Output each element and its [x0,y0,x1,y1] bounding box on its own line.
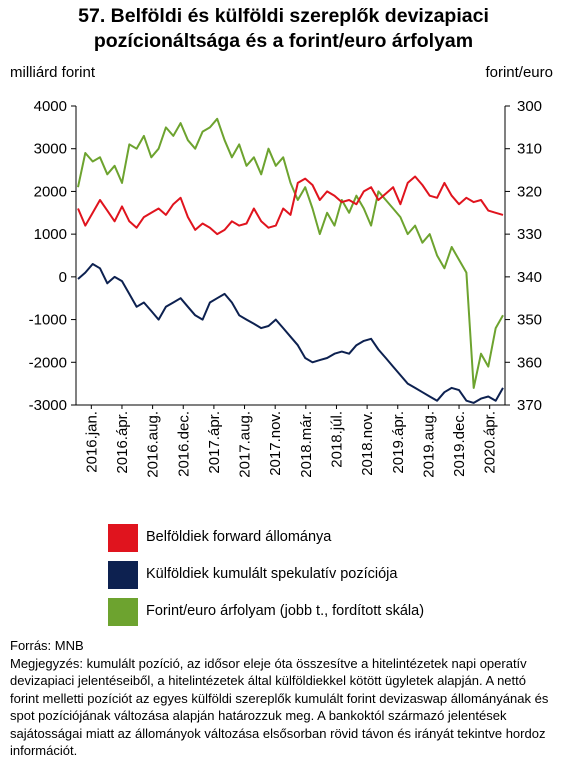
x-tick-label: 2016.aug. [145,411,162,478]
left-tick-label: -2000 [29,354,67,371]
x-tick-label: 2017.ápr. [206,411,223,474]
right-tick-label: 310 [517,141,542,158]
series-forward-line [77,175,504,236]
x-tick-label: 2019.ápr. [390,411,407,474]
x-tick-label: 2018.már. [298,411,315,478]
legend-label-forward: Belföldiek forward állománya [146,529,332,545]
left-tick-label: 1000 [34,226,67,243]
right-tick-label: 360 [517,354,542,371]
note-text: Megjegyzés: kumulált pozíció, az idősor … [10,655,549,759]
right-tick-label: 340 [517,269,542,286]
legend-swatch-speculative [108,561,138,589]
x-tick-label: 2019.dec. [451,411,468,477]
x-tick-label: 2016.ápr. [114,411,131,474]
chart-plot: 4000 3000 2000 1000 0 -1000 -2000 -3000 300 310 32… [29,98,542,478]
chart-title-line-1: 57. Belföldi és külföldi szereplők deviz… [78,5,489,27]
right-tick-label: 350 [517,312,542,329]
x-tick-label: 2017.aug. [237,411,254,478]
x-tick-label: 2020.ápr. [482,411,499,474]
left-tick-label: 2000 [34,183,67,200]
legend-label-exchange-rate: Forint/euro árfolyam (jobb t., fordított… [146,603,425,619]
left-tick-label: -1000 [29,312,67,329]
right-tick-label: 370 [517,397,542,414]
legend-swatch-forward [108,524,138,552]
left-tick-label: 4000 [34,98,67,115]
right-tick-label: 330 [517,226,542,243]
left-tick-label: 0 [59,269,67,286]
left-tick-label: 3000 [34,141,67,158]
legend-label-speculative: Külföldiek kumulált spekulatív pozíciója [146,566,398,582]
legend-swatch-exchange-rate [108,598,138,626]
source-text: Forrás: MNB [10,638,84,653]
x-tick-label: 2019.aug. [420,411,437,478]
series-speculative-line [77,263,504,404]
x-tick-label: 2016.dec. [175,411,192,477]
left-axis-label: milliárd forint [10,64,96,81]
chart-title-line-2: pozícionáltsága és a forint/euro árfolya… [93,30,474,52]
x-tick-label: 2017.nov. [267,411,284,476]
x-tick-label: 2016.jan. [83,411,100,473]
right-tick-label: 300 [517,98,542,115]
series-exchange-rate-line [77,117,504,389]
x-tick-label: 2018.nov. [359,411,376,476]
left-tick-label: -3000 [29,397,67,414]
chart-notes: Forrás: MNB Megjegyzés: kumulált pozíció… [10,637,558,760]
right-axis-label: forint/euro [485,64,553,81]
x-tick-label: 2018.júl. [328,411,345,468]
chart-title: 57. Belföldi és külföldi szereplők deviz… [0,4,567,54]
right-tick-label: 320 [517,183,542,200]
